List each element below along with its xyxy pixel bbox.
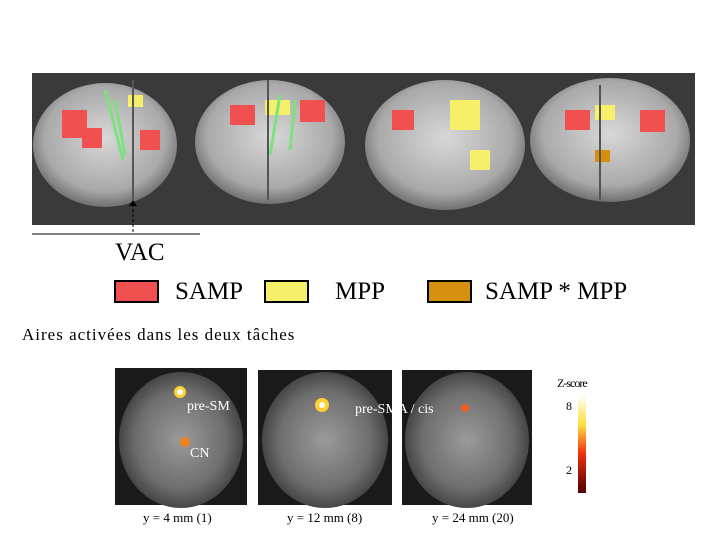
slice-caption: y = 4 mm (1): [143, 510, 212, 525]
colorbar-label: 2: [566, 463, 572, 477]
legend-swatch: [114, 280, 159, 303]
colorbar-title: Z-score: [557, 376, 587, 390]
annotation: pre-SMA / cis: [355, 402, 434, 417]
arrow-head: [129, 200, 137, 206]
colorbar-label: 8: [566, 399, 572, 413]
section-title: Aires activées dans les deux tâches: [22, 325, 295, 344]
slice-caption: y = 24 mm (20): [432, 510, 514, 525]
annotation: CN: [190, 446, 209, 461]
mri-slices: [115, 368, 532, 508]
legend: SAMP MPP SAMP * MPP: [114, 278, 627, 305]
legend-swatch: [264, 280, 309, 303]
annotation: pre-SM: [187, 399, 230, 414]
legend-label: SAMP * MPP: [485, 278, 627, 305]
colorbar: [578, 395, 586, 493]
slice-caption: y = 12 mm (8): [287, 510, 362, 525]
brain-renderings: [32, 73, 695, 225]
legend-label: MPP: [335, 278, 385, 305]
legend-swatch: [427, 280, 472, 303]
marker-label: VAC: [115, 239, 165, 266]
legend-label: SAMP: [175, 278, 243, 305]
